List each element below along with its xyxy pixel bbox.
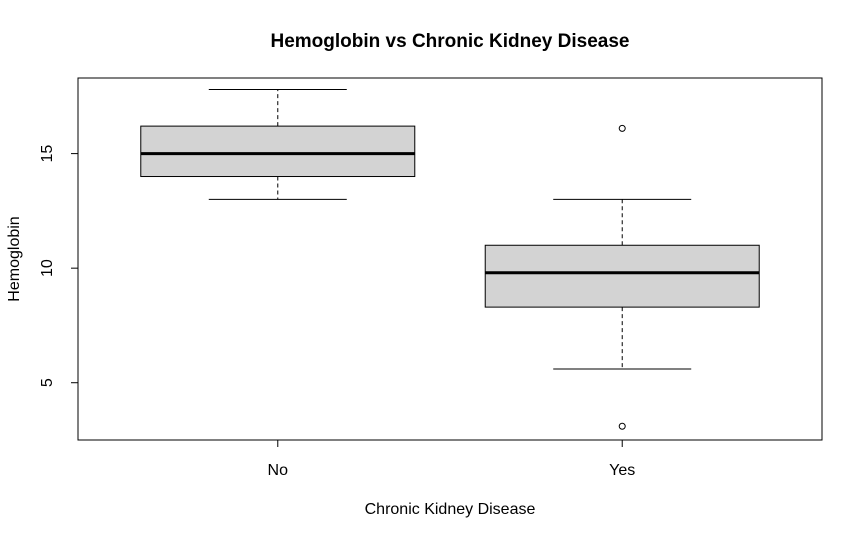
y-tick-label: 15: [39, 145, 56, 163]
x-axis: No Yes: [268, 440, 635, 479]
box-yes: [484, 124, 760, 430]
outlier-point: [618, 422, 626, 430]
iqr-box: [140, 125, 416, 178]
x-tick-label: No: [268, 462, 289, 479]
x-tick-label: Yes: [609, 462, 635, 479]
chart-title: Hemoglobin vs Chronic Kidney Disease: [271, 31, 630, 52]
box-no: [140, 88, 416, 200]
iqr-box: [484, 244, 760, 308]
plot-frame: [77, 77, 823, 441]
y-tick-label: 5: [39, 378, 56, 387]
y-axis: 5 10 15: [39, 145, 78, 387]
y-axis-label: Hemoglobin: [6, 216, 23, 301]
x-axis-label: Chronic Kidney Disease: [365, 501, 536, 518]
outlier-point: [618, 124, 626, 132]
boxes-layer: [140, 88, 760, 430]
y-tick-label: 10: [39, 259, 56, 277]
